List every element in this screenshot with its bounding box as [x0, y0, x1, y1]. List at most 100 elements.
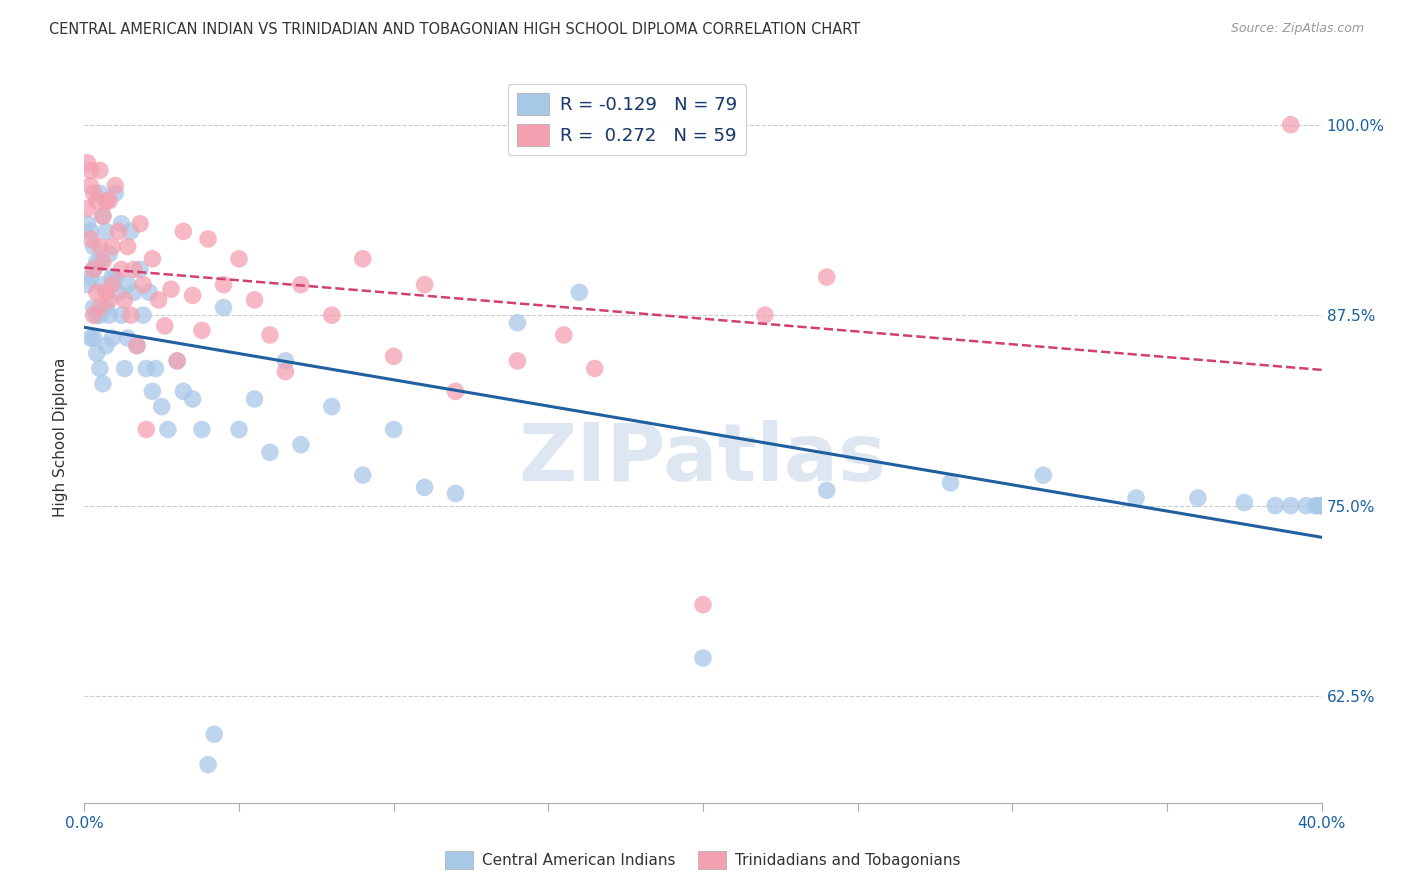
Point	[166, 354, 188, 368]
Point	[125, 338, 148, 352]
Point	[160, 282, 183, 296]
Point	[91, 209, 114, 223]
Point	[815, 483, 838, 498]
Point	[89, 255, 111, 269]
Point	[181, 288, 204, 302]
Point	[1279, 118, 1302, 132]
Point	[122, 262, 145, 277]
Point	[141, 252, 163, 266]
Point	[76, 155, 98, 169]
Point	[76, 202, 98, 216]
Point	[259, 445, 281, 459]
Point	[506, 354, 529, 368]
Point	[101, 270, 124, 285]
Point	[117, 331, 139, 345]
Point	[122, 285, 145, 300]
Text: CENTRAL AMERICAN INDIAN VS TRINIDADIAN AND TOBAGONIAN HIGH SCHOOL DIPLOMA CORREL: CENTRAL AMERICAN INDIAN VS TRINIDADIAN A…	[49, 22, 860, 37]
Point	[141, 384, 163, 399]
Point	[101, 331, 124, 345]
Point	[120, 224, 142, 238]
Point	[228, 252, 250, 266]
Point	[413, 277, 436, 292]
Point	[89, 361, 111, 376]
Point	[83, 331, 105, 345]
Point	[83, 262, 105, 277]
Point	[91, 277, 114, 292]
Point	[1187, 491, 1209, 505]
Point	[321, 400, 343, 414]
Point	[107, 285, 129, 300]
Point	[114, 361, 136, 376]
Point	[1308, 499, 1330, 513]
Point	[145, 361, 167, 376]
Point	[132, 308, 155, 322]
Point	[274, 365, 297, 379]
Point	[110, 308, 132, 322]
Point	[91, 209, 114, 223]
Point	[86, 194, 108, 208]
Point	[135, 361, 157, 376]
Point	[89, 301, 111, 315]
Point	[243, 392, 266, 406]
Point	[1310, 499, 1333, 513]
Point	[101, 239, 124, 253]
Point	[197, 232, 219, 246]
Point	[553, 328, 575, 343]
Point	[79, 270, 101, 285]
Point	[181, 392, 204, 406]
Point	[692, 651, 714, 665]
Point	[110, 262, 132, 277]
Point	[114, 293, 136, 307]
Point	[104, 178, 127, 193]
Point	[104, 270, 127, 285]
Point	[83, 308, 105, 322]
Point	[91, 376, 114, 391]
Point	[692, 598, 714, 612]
Point	[79, 224, 101, 238]
Point	[91, 255, 114, 269]
Point	[1279, 499, 1302, 513]
Point	[382, 422, 405, 436]
Point	[939, 475, 962, 490]
Point	[132, 277, 155, 292]
Y-axis label: High School Diploma: High School Diploma	[53, 358, 69, 516]
Point	[583, 361, 606, 376]
Point	[79, 163, 101, 178]
Point	[94, 338, 117, 352]
Point	[104, 186, 127, 201]
Point	[444, 486, 467, 500]
Point	[506, 316, 529, 330]
Point	[94, 301, 117, 315]
Point	[754, 308, 776, 322]
Point	[98, 194, 121, 208]
Point	[79, 331, 101, 345]
Point	[98, 247, 121, 261]
Point	[352, 252, 374, 266]
Point	[101, 277, 124, 292]
Point	[138, 285, 160, 300]
Point	[212, 277, 235, 292]
Point	[413, 480, 436, 494]
Point	[110, 217, 132, 231]
Point	[444, 384, 467, 399]
Point	[89, 163, 111, 178]
Point	[1310, 499, 1333, 513]
Point	[290, 438, 312, 452]
Point	[166, 354, 188, 368]
Point	[89, 186, 111, 201]
Point	[212, 301, 235, 315]
Point	[86, 285, 108, 300]
Text: Source: ZipAtlas.com: Source: ZipAtlas.com	[1230, 22, 1364, 36]
Point	[107, 224, 129, 238]
Point	[150, 400, 173, 414]
Point	[89, 308, 111, 322]
Text: ZIPatlas: ZIPatlas	[519, 420, 887, 498]
Point	[79, 232, 101, 246]
Point	[94, 285, 117, 300]
Point	[156, 422, 179, 436]
Point	[228, 422, 250, 436]
Point	[197, 757, 219, 772]
Point	[1233, 495, 1256, 509]
Point	[86, 346, 108, 360]
Point	[568, 285, 591, 300]
